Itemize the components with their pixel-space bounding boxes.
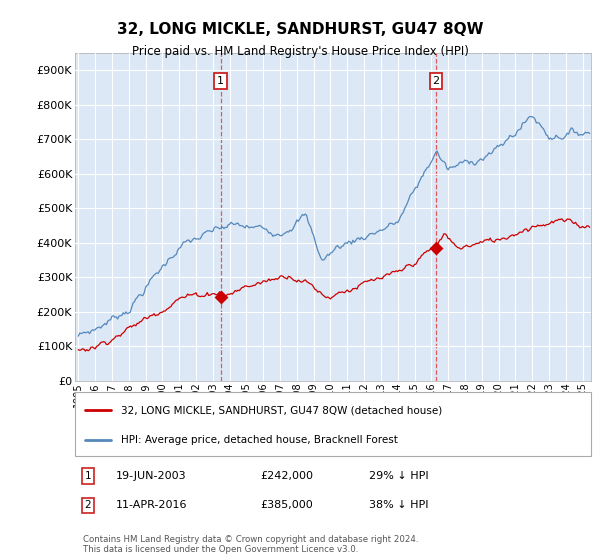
Text: 38% ↓ HPI: 38% ↓ HPI [369, 501, 428, 510]
Text: 19-JUN-2003: 19-JUN-2003 [116, 471, 187, 481]
Text: £242,000: £242,000 [261, 471, 314, 481]
Text: 2: 2 [433, 76, 440, 86]
Point [216, 293, 226, 302]
Text: 11-APR-2016: 11-APR-2016 [116, 501, 188, 510]
Text: 2: 2 [85, 501, 91, 510]
Text: Price paid vs. HM Land Registry's House Price Index (HPI): Price paid vs. HM Land Registry's House … [131, 45, 469, 58]
Text: 1: 1 [217, 76, 224, 86]
Text: 1: 1 [85, 471, 91, 481]
Text: 32, LONG MICKLE, SANDHURST, GU47 8QW (detached house): 32, LONG MICKLE, SANDHURST, GU47 8QW (de… [121, 405, 443, 415]
Text: 29% ↓ HPI: 29% ↓ HPI [369, 471, 429, 481]
Point [431, 244, 441, 253]
Text: 32, LONG MICKLE, SANDHURST, GU47 8QW: 32, LONG MICKLE, SANDHURST, GU47 8QW [117, 22, 483, 38]
Text: £385,000: £385,000 [261, 501, 314, 510]
Text: HPI: Average price, detached house, Bracknell Forest: HPI: Average price, detached house, Brac… [121, 435, 398, 445]
FancyBboxPatch shape [75, 392, 591, 456]
Text: Contains HM Land Registry data © Crown copyright and database right 2024.
This d: Contains HM Land Registry data © Crown c… [83, 535, 418, 554]
